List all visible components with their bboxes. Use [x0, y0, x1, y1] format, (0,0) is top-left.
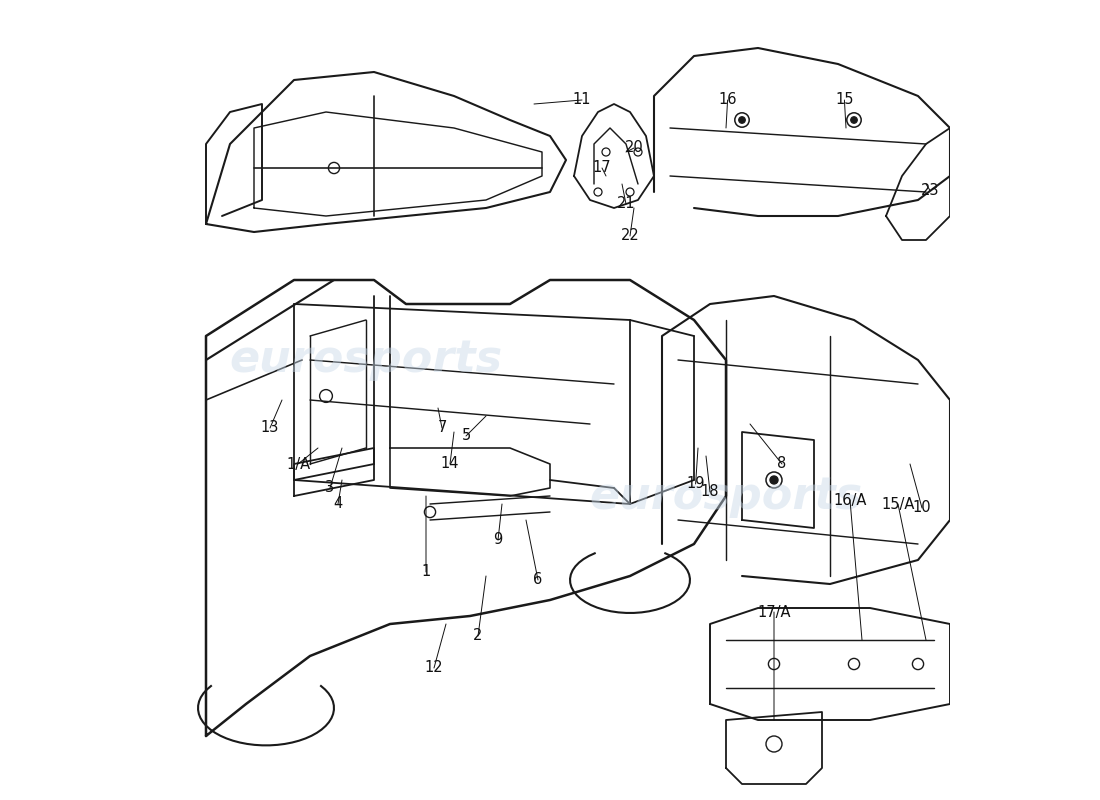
Text: 15: 15: [835, 93, 854, 107]
Text: 16: 16: [718, 93, 737, 107]
Text: 9: 9: [494, 533, 503, 547]
Circle shape: [850, 117, 857, 123]
Text: 12: 12: [425, 661, 443, 675]
Circle shape: [739, 117, 745, 123]
Text: 18: 18: [701, 485, 719, 499]
Text: 2: 2: [473, 629, 483, 643]
Text: 6: 6: [534, 573, 542, 587]
Text: 17: 17: [593, 161, 612, 175]
Text: 19: 19: [686, 477, 705, 491]
Text: 3: 3: [326, 481, 334, 495]
Text: 13: 13: [261, 421, 279, 435]
Text: 7: 7: [438, 421, 447, 435]
Text: 16/A: 16/A: [834, 493, 867, 507]
Text: 14: 14: [441, 457, 460, 471]
Text: 20: 20: [625, 141, 644, 155]
Text: eurosports: eurosports: [230, 338, 503, 382]
Text: 23: 23: [921, 183, 939, 198]
Text: 1/A: 1/A: [286, 457, 310, 471]
Text: 4: 4: [333, 497, 342, 511]
Text: 1: 1: [421, 565, 430, 579]
Text: 10: 10: [913, 501, 932, 515]
Text: 15/A: 15/A: [881, 497, 915, 511]
Circle shape: [770, 476, 778, 484]
Text: 11: 11: [573, 93, 592, 107]
Text: 5: 5: [461, 429, 471, 443]
Text: eurosports: eurosports: [590, 474, 862, 518]
Text: 17/A: 17/A: [757, 605, 791, 619]
Text: 21: 21: [617, 197, 636, 211]
Text: 8: 8: [778, 457, 786, 471]
Text: 22: 22: [620, 229, 639, 243]
